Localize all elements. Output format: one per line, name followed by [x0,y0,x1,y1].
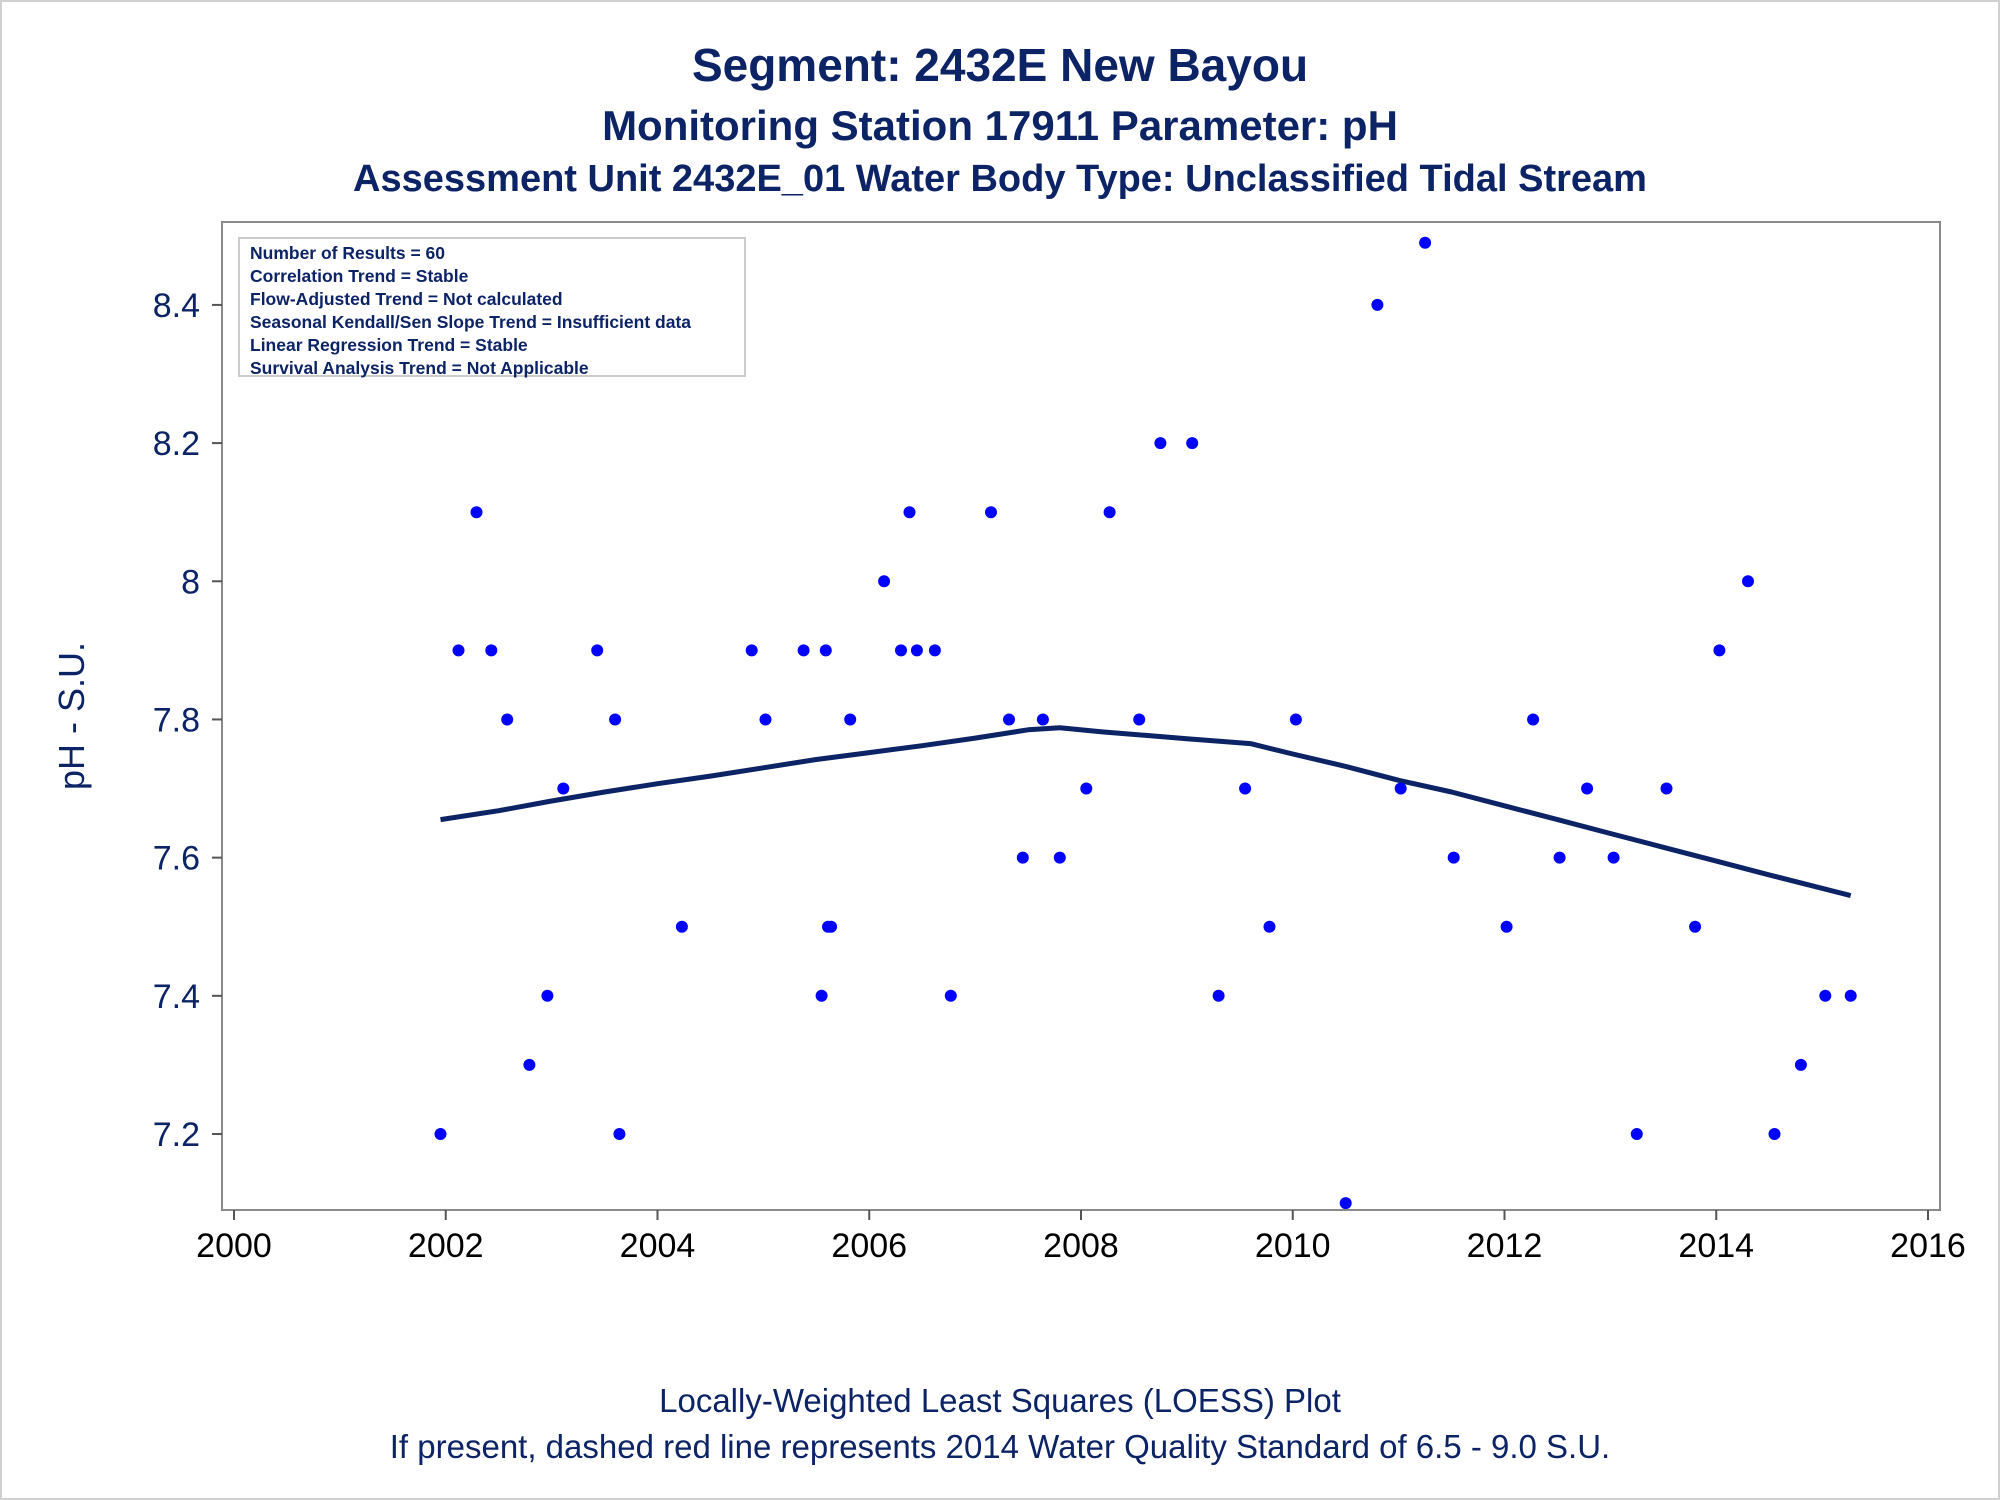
x-tick-label: 2014 [1678,1227,1754,1265]
data-point [815,989,828,1002]
x-tick-label: 2008 [1043,1227,1119,1265]
data-point [1036,713,1049,726]
data-point [745,644,758,657]
data-point [1689,920,1702,933]
chart-subtitle-2: Assessment Unit 2432E_01 Water Body Type… [353,158,1647,200]
data-point [910,644,923,657]
chart-title: Segment: 2432E New Bayou [691,39,1309,91]
data-point [485,644,498,657]
y-tick-label: 8.2 [153,425,200,463]
x-tick-label: 2000 [196,1227,272,1265]
data-point [1289,713,1302,726]
data-point [985,506,997,519]
data-point [944,989,957,1002]
data-point [1103,506,1116,519]
y-tick-label: 7.8 [153,701,200,739]
chart-subtitle: Monitoring Station 17911 Parameter: pH [602,102,1398,149]
y-tick-label: 7.2 [153,1116,200,1154]
x-tick-label: 2010 [1255,1227,1331,1265]
data-point [523,1058,536,1071]
data-point [1527,713,1540,726]
data-point [1742,575,1754,588]
stat-line-seasonal-kendall: Seasonal Kendall/Sen Slope Trend = Insuf… [250,312,692,332]
data-point [928,644,941,657]
data-point [1713,644,1726,657]
data-point [1500,920,1513,933]
data-point [1768,1128,1781,1140]
data-point [434,1128,447,1140]
x-tick-label: 2016 [1890,1227,1966,1265]
data-point [1053,851,1066,864]
data-point [452,644,465,657]
data-point [541,989,554,1002]
data-point [1794,1058,1807,1071]
stat-line-linear-regression: Linear Regression Trend = Stable [250,335,528,355]
x-tick-label: 2012 [1467,1227,1543,1265]
y-tick-label: 7.6 [153,840,200,878]
data-point [609,713,622,726]
data-point [591,644,604,657]
data-point [1819,989,1832,1002]
data-point [1154,437,1167,450]
data-point [1660,782,1673,795]
stat-line-results: Number of Results = 60 [250,243,445,263]
data-point [895,644,907,657]
data-point [844,713,857,726]
data-point [1844,989,1857,1002]
trend-stats-box: Number of Results = 60 Correlation Trend… [238,237,746,378]
data-point [1581,782,1594,795]
data-point [675,920,688,933]
data-point [1133,713,1146,726]
data-point [557,782,570,795]
data-point [903,506,916,519]
data-point [1003,713,1015,726]
data-point [1630,1128,1643,1140]
stat-line-survival: Survival Analysis Trend = Not Applicable [250,358,589,378]
data-point [501,713,514,726]
data-point [1419,236,1432,249]
y-tick-label: 8.4 [153,287,200,325]
data-point [470,506,483,519]
data-point [1394,782,1407,795]
x-tick-label: 2006 [831,1227,907,1265]
data-point [1186,437,1199,450]
stat-line-correlation: Correlation Trend = Stable [250,266,469,286]
data-point [1447,851,1460,864]
data-point [1239,782,1252,795]
data-point [1607,851,1620,864]
data-point [613,1128,626,1140]
x-tick-label: 2004 [620,1227,696,1265]
y-tick-label: 7.4 [153,978,200,1016]
data-point [825,920,838,933]
data-point [759,713,772,726]
y-tick-label: 8 [181,563,200,601]
data-point [878,575,891,588]
data-point [819,644,832,657]
y-axis-label: pH - S.U. [51,642,92,790]
data-point [1080,782,1093,795]
x-tick-label: 2002 [408,1227,484,1265]
data-point [1212,989,1225,1002]
loess-line [440,725,1852,899]
footnote-plot-type: Locally-Weighted Least Squares (LOESS) P… [659,1382,1341,1419]
data-point [1339,1197,1352,1210]
data-point [1263,920,1276,933]
data-point [1553,851,1566,864]
data-point [1016,851,1029,864]
stat-line-flow-adjusted: Flow-Adjusted Trend = Not calculated [250,289,563,309]
data-point [1371,298,1384,311]
footnote-standard: If present, dashed red line represents 2… [389,1428,1611,1465]
data-point [797,644,810,657]
